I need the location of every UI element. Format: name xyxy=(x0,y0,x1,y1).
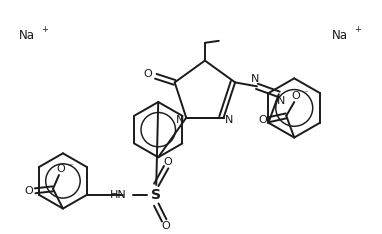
Text: N: N xyxy=(176,115,185,125)
Text: O: O xyxy=(143,69,152,79)
Text: +: + xyxy=(354,25,361,34)
Text: +: + xyxy=(41,25,48,34)
Text: O: O xyxy=(164,157,173,167)
Text: ⁻: ⁻ xyxy=(304,90,309,99)
Text: N: N xyxy=(251,74,259,84)
Text: ⁻: ⁻ xyxy=(68,163,73,172)
Text: S: S xyxy=(151,188,161,202)
Text: O: O xyxy=(292,91,301,101)
Text: O: O xyxy=(57,164,65,174)
Text: N: N xyxy=(277,96,285,106)
Text: O: O xyxy=(162,221,170,231)
Text: Na: Na xyxy=(19,29,35,42)
Text: HN: HN xyxy=(110,190,126,200)
Text: N: N xyxy=(225,115,234,125)
Text: O: O xyxy=(25,186,34,196)
Text: Na: Na xyxy=(332,29,348,42)
Text: O: O xyxy=(258,115,267,125)
